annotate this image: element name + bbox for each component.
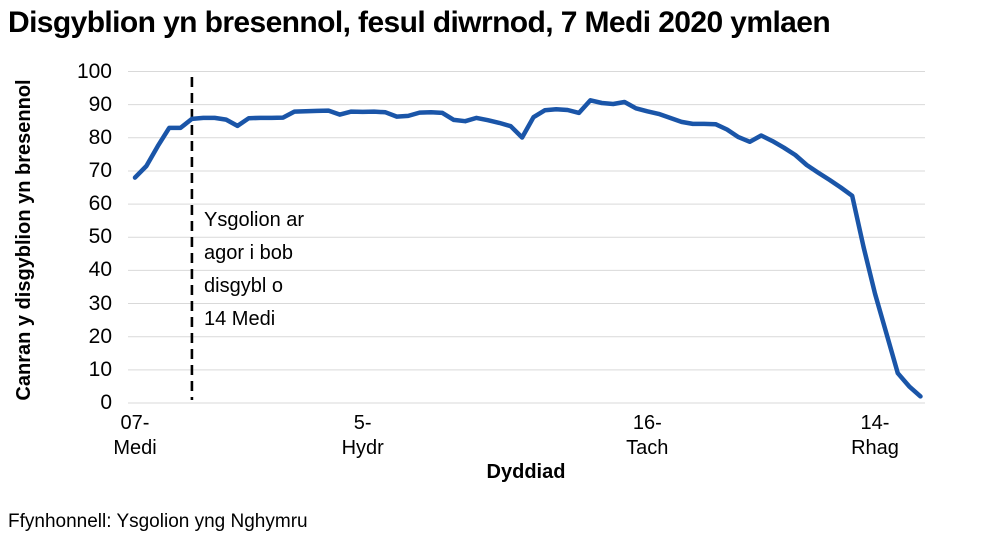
y-tick-label: 70 (88, 158, 112, 182)
annotation-line-3: disgybl o (204, 275, 283, 297)
source-note: Ffynhonnell: Ysgolion yng Nghymru (8, 511, 308, 532)
y-tick-label: 20 (88, 324, 112, 348)
y-axis-title: Canran y disgyblion yn bresennol (13, 60, 59, 420)
y-tick-label: 50 (88, 225, 112, 249)
attendance-line-series (132, 98, 923, 399)
y-axis-title-line-1: Canran y disgyblion yn (13, 180, 35, 401)
y-tick-label: 0 (100, 391, 112, 414)
plot-area (128, 71, 925, 404)
y-tick-label: 100 (76, 59, 112, 83)
x-tick-label: 07- Medi (113, 412, 157, 459)
x-tick-label: 16- Tach (626, 412, 669, 459)
x-axis-title: Dyddiad (486, 461, 566, 483)
annotation-line-2: agor i bob (204, 242, 293, 264)
y-tick-label: 40 (88, 258, 112, 282)
y-tick-label: 60 (88, 192, 112, 216)
y-tick-label: 30 (88, 291, 112, 315)
y-tick-label: 90 (88, 92, 112, 116)
chart-title: Disgyblion yn bresennol, fesul diwrnod, … (8, 6, 831, 39)
annotation-text: Ysgolion ar agor i bob disgybl o 14 Medi (204, 204, 394, 336)
y-axis-title-line-2: bresennol (13, 79, 35, 175)
x-tick-label: 14- Rhag (851, 412, 899, 459)
x-tick-label: 5- Hydr (341, 412, 384, 459)
y-tick-label: 80 (88, 125, 112, 149)
annotation-line-1: Ysgolion ar (204, 209, 305, 231)
annotation-line-4: 14 Medi (204, 308, 276, 330)
y-tick-label: 10 (88, 357, 112, 381)
